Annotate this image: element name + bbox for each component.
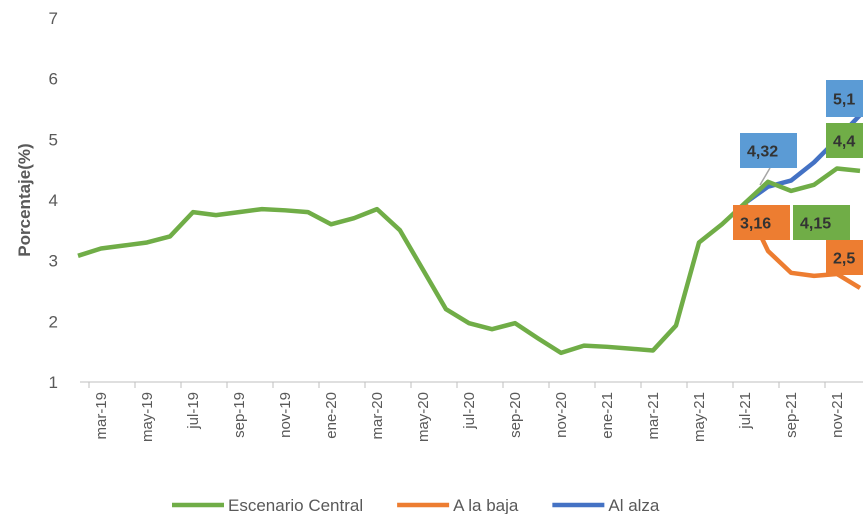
y-tick-label: 6 <box>49 70 58 89</box>
legend-label: A la baja <box>453 496 519 514</box>
y-tick-label: 1 <box>49 373 58 392</box>
x-tick-label: nov-21 <box>829 392 846 438</box>
annotation-box <box>740 133 797 168</box>
annotation-text: 3,16 <box>740 216 771 233</box>
x-tick-label: may-20 <box>415 392 432 442</box>
x-tick-label: mar-19 <box>93 392 110 440</box>
x-tick-label: sep-21 <box>783 392 800 438</box>
y-tick-label: 5 <box>49 130 58 149</box>
y-tick-label: 7 <box>49 9 58 28</box>
y-tick-label: 3 <box>49 252 58 271</box>
legend-label: Escenario Central <box>228 496 363 514</box>
x-tick-label: may-21 <box>691 392 708 442</box>
y-axis-label: Porcentaje(%) <box>15 143 34 256</box>
annotation-text: 4,4 <box>833 134 855 151</box>
x-tick-label: jul-21 <box>737 392 754 430</box>
annotation-box <box>826 123 863 158</box>
x-tick-label: sep-19 <box>231 392 248 438</box>
legend-label: Al alza <box>608 496 660 514</box>
y-tick-label: 2 <box>49 312 58 331</box>
leader-line <box>759 167 771 186</box>
annotation-box <box>826 80 863 117</box>
annotation-text: 5,1 <box>833 92 855 109</box>
x-tick-label: jul-19 <box>185 392 202 430</box>
x-tick-label: sep-20 <box>507 392 524 438</box>
x-tick-label: ene-20 <box>323 392 340 439</box>
x-tick-label: nov-20 <box>553 392 570 438</box>
x-tick-label: mar-20 <box>369 392 386 440</box>
annotation-box <box>733 205 790 240</box>
series-line <box>77 166 861 356</box>
annotation-text: 4,32 <box>747 144 778 161</box>
y-tick-label: 4 <box>49 191 58 210</box>
x-tick-label: jul-20 <box>461 392 478 430</box>
x-tick-label: nov-19 <box>277 392 294 438</box>
annotation-box <box>793 205 850 240</box>
series-line <box>742 202 862 290</box>
annotation-box <box>826 240 863 275</box>
annotation-text: 2,5 <box>833 251 855 268</box>
x-tick-label: ene-21 <box>599 392 616 439</box>
x-tick-label: mar-21 <box>645 392 662 440</box>
x-tick-label: may-19 <box>139 392 156 442</box>
annotation-text: 4,15 <box>800 216 831 233</box>
